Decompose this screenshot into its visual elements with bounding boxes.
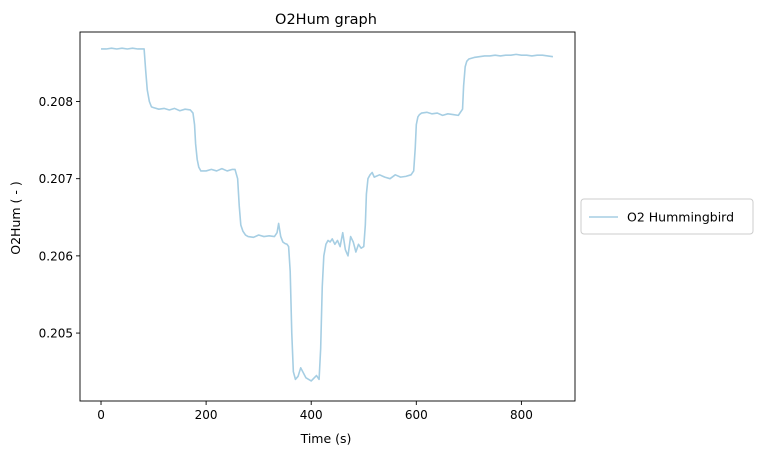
y-tick-label-0.205: 0.205 [39,327,73,341]
legend-frame [580,198,754,235]
x-tick-label-800: 800 [510,408,533,422]
x-tick-label-600: 600 [405,408,428,422]
y-tick-label-0.206: 0.206 [39,249,73,263]
y-tick-label-0.208: 0.208 [39,95,73,109]
legend: O2 Hummingbird [580,198,754,235]
y-tick-label-0.207: 0.207 [39,172,73,186]
x-axis-label: Time (s) [300,431,352,446]
plot-area: 0 200 400 600 800 0.205 0.206 0.207 0.208 [39,31,576,422]
series-line-0 [101,47,554,382]
x-tick-label-200: 200 [195,408,218,422]
y-axis-label: O2Hum ( - ) [8,181,23,254]
legend-label-o2-hummingbird: O2 Hummingbird [627,210,734,225]
plot-frame [79,31,576,402]
x-tick-label-400: 400 [300,408,323,422]
x-tick-label-0: 0 [97,408,105,422]
chart-title: O2Hum graph [275,12,377,28]
